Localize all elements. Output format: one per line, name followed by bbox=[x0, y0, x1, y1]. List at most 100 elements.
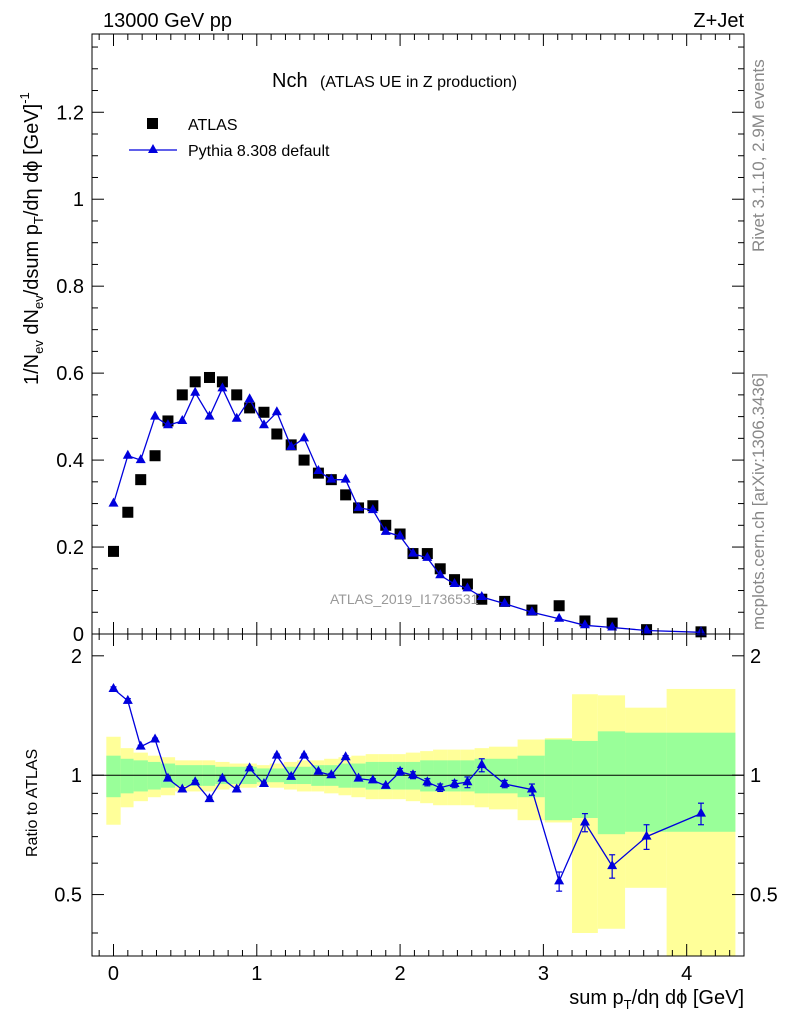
atlas-data-point bbox=[244, 402, 256, 414]
ratio-plot-panel: 0.5 0.5 1 1 2 2 0 1 2 3 4 bbox=[54, 633, 778, 985]
ratio-data-point bbox=[204, 793, 215, 803]
ratio-data-point bbox=[340, 751, 351, 761]
ratio-inner-band bbox=[133, 760, 148, 792]
ratio-y-axis-label: Ratio to ATLAS bbox=[24, 749, 41, 857]
ratio-data-point bbox=[353, 772, 364, 782]
atlas-data-point bbox=[553, 600, 565, 612]
main-y-tick-label: 0.8 bbox=[56, 276, 84, 298]
pythia-data-point bbox=[326, 473, 337, 483]
atlas-data-point bbox=[340, 489, 352, 501]
pythia-data-point bbox=[286, 441, 297, 451]
main-plot-title: Nch bbox=[272, 70, 308, 92]
ratio-inner-band bbox=[597, 731, 626, 835]
ratio-inner-band bbox=[572, 740, 598, 818]
ratio-inner-band bbox=[544, 739, 573, 821]
ratio-y-tick-label-left: 2 bbox=[71, 646, 82, 668]
ratio-inner-band bbox=[625, 732, 667, 832]
ratio-inner-band bbox=[106, 755, 121, 798]
atlas-data-point bbox=[434, 563, 446, 575]
pythia-data-point bbox=[122, 449, 133, 459]
ratio-data-point bbox=[407, 769, 418, 779]
ratio-data-point bbox=[313, 765, 324, 775]
x-tick-label: 3 bbox=[538, 963, 549, 985]
pythia-data-point bbox=[367, 504, 378, 514]
ratio-data-point bbox=[499, 778, 510, 788]
main-y-tick-label: 1.2 bbox=[56, 102, 84, 124]
pythia-data-point bbox=[162, 419, 173, 429]
ratio-data-point bbox=[435, 781, 446, 791]
atlas-data-point bbox=[231, 389, 243, 401]
rivet-version-label: Rivet 3.1.10, 2.9M events bbox=[749, 59, 768, 252]
ratio-inner-band bbox=[420, 760, 434, 792]
ratio-data-point bbox=[271, 749, 282, 759]
ratio-data-point bbox=[177, 783, 188, 793]
pythia-data-point bbox=[313, 464, 324, 474]
ratio-data-point bbox=[150, 733, 161, 743]
ratio-data-point bbox=[231, 783, 242, 793]
ratio-data-point bbox=[108, 682, 119, 692]
legend: ATLAS Pythia 8.308 default bbox=[129, 117, 330, 160]
atlas-data-point bbox=[189, 376, 201, 388]
pythia-data-point bbox=[217, 382, 228, 392]
atlas-data-point bbox=[258, 406, 270, 418]
ratio-data-point bbox=[476, 759, 487, 769]
x-axis-label: sum pT/dη dϕ [GeV] bbox=[569, 987, 744, 1012]
pythia-data-point bbox=[435, 569, 446, 579]
atlas-data-point bbox=[135, 474, 147, 486]
ratio-y-tick-label-right: 2 bbox=[750, 646, 761, 668]
atlas-data-point bbox=[149, 450, 161, 462]
pythia-data-point bbox=[554, 612, 565, 622]
pythia-data-point bbox=[177, 414, 188, 424]
pythia-data-point bbox=[108, 497, 119, 507]
ratio-y-tick-label-left: 0.5 bbox=[54, 885, 82, 907]
ratio-y-tick-label-left: 1 bbox=[71, 765, 82, 787]
pythia-data-point bbox=[150, 410, 161, 420]
pythia-data-point bbox=[204, 410, 215, 420]
legend-pythia-marker bbox=[148, 144, 158, 153]
ratio-data-point bbox=[696, 807, 707, 817]
x-tick-label: 4 bbox=[681, 963, 692, 985]
pythia-data-point bbox=[244, 393, 255, 403]
ratio-data-point bbox=[122, 694, 133, 704]
atlas-data-point bbox=[216, 376, 228, 388]
main-y-tick-label: 0.4 bbox=[56, 450, 84, 472]
atlas-data-point bbox=[176, 389, 188, 401]
main-y-tick-label: 0.2 bbox=[56, 537, 84, 559]
ratio-data-point bbox=[422, 776, 433, 786]
pythia-data-point bbox=[271, 406, 282, 416]
ratio-data-point bbox=[641, 830, 652, 840]
header-right-label: Z+Jet bbox=[693, 10, 744, 32]
pythia-data-point bbox=[231, 412, 242, 422]
pythia-data-point bbox=[380, 525, 391, 535]
atlas-data-point bbox=[271, 428, 283, 440]
main-plot-panel: 0 0.2 0.4 0.6 0.8 1 1.2 bbox=[56, 33, 745, 646]
analysis-watermark: ATLAS_2019_I1736531 bbox=[330, 591, 479, 607]
ratio-data-point bbox=[162, 772, 173, 782]
mcplots-reference-label: mcplots.cern.ch [arXiv:1306.3436] bbox=[749, 373, 768, 630]
ratio-data-point bbox=[244, 762, 255, 772]
pythia-data-point bbox=[258, 419, 269, 429]
x-tick-label: 2 bbox=[395, 963, 406, 985]
ratio-data-point bbox=[607, 860, 618, 870]
x-tick-label: 0 bbox=[108, 963, 119, 985]
ratio-inner-band bbox=[147, 761, 161, 790]
pythia-data-point bbox=[579, 619, 590, 629]
main-y-axis-label: 1/Nev dNev/dsum pT/dη dϕ [GeV]-1 bbox=[17, 92, 46, 385]
legend-atlas-marker bbox=[147, 118, 158, 129]
x-tick-label: 1 bbox=[251, 963, 262, 985]
pythia-data-point bbox=[299, 432, 310, 442]
ratio-data-point bbox=[462, 776, 473, 786]
ratio-data-point bbox=[554, 875, 565, 885]
ratio-data-point bbox=[299, 749, 310, 759]
ratio-y-tick-label-right: 0.5 bbox=[750, 885, 778, 907]
ratio-data-point bbox=[367, 774, 378, 784]
pythia-data-point bbox=[476, 591, 487, 601]
atlas-data-point bbox=[204, 371, 216, 383]
pythia-data-point bbox=[499, 597, 510, 607]
atlas-data-point bbox=[380, 519, 392, 531]
main-y-tick-label: 0 bbox=[73, 624, 84, 646]
atlas-data-point bbox=[107, 545, 119, 557]
main-y-tick-label: 1 bbox=[73, 189, 84, 211]
pythia-data-point bbox=[135, 454, 146, 464]
pythia-data-point bbox=[190, 386, 201, 396]
